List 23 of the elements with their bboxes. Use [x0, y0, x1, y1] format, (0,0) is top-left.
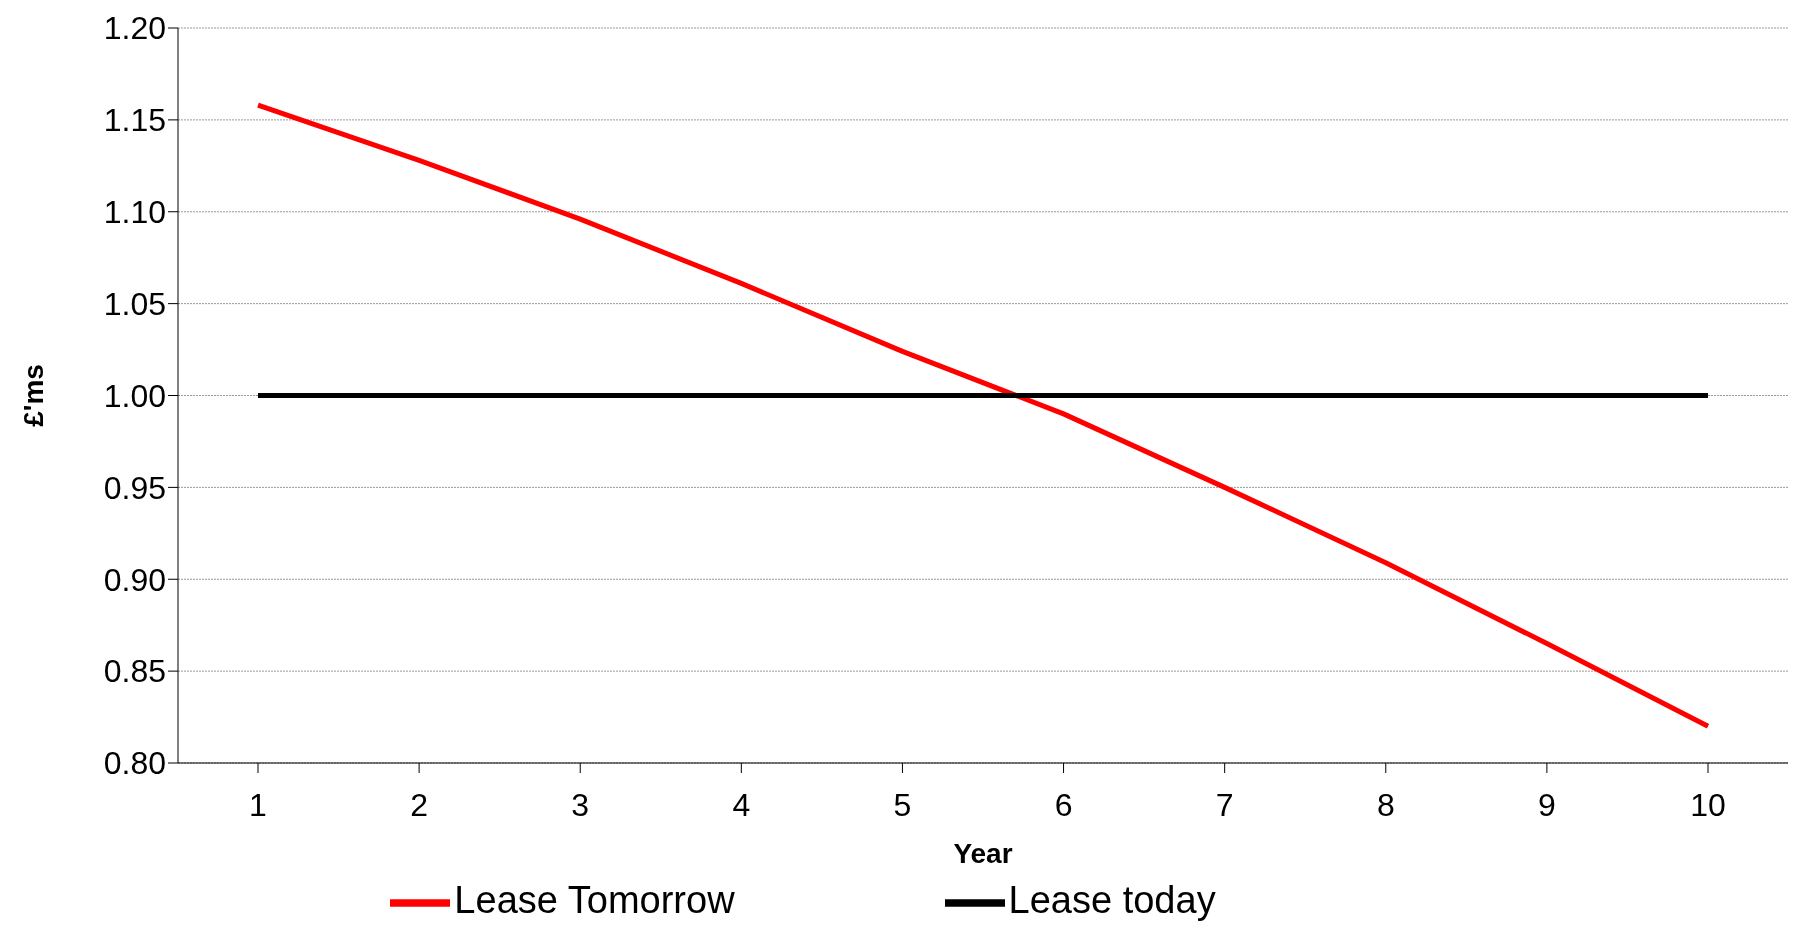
x-tick-label: 5 — [893, 786, 912, 823]
y-tick-label: 0.95 — [103, 469, 166, 506]
y-tick-label: 1.20 — [103, 10, 166, 47]
y-tick-label: 0.90 — [103, 561, 166, 598]
y-tick-label: 1.05 — [103, 285, 166, 322]
x-tick-label: 8 — [1376, 786, 1395, 823]
y-tick-label: 1.15 — [103, 102, 166, 139]
y-tick-label: 1.10 — [103, 194, 166, 231]
legend-label: Lease today — [1008, 879, 1216, 922]
y-tick-label: 0.85 — [103, 653, 166, 690]
y-tick-label: 1.00 — [103, 377, 166, 414]
x-axis-title: Year — [953, 838, 1013, 869]
legend-label: Lease Tomorrow — [454, 879, 735, 922]
y-tick-label: 0.80 — [103, 745, 166, 782]
x-tick-label: 3 — [571, 786, 590, 823]
x-tick-label: 2 — [410, 786, 429, 823]
x-tick-label: 1 — [249, 786, 267, 823]
x-tick-label: 6 — [1054, 786, 1073, 823]
y-axis-title: £'ms — [17, 364, 49, 427]
x-tick-label: 4 — [732, 786, 751, 823]
x-tick-label: 9 — [1537, 786, 1556, 823]
x-tick-label: 7 — [1215, 786, 1234, 823]
x-tick-label: 10 — [1690, 786, 1726, 823]
